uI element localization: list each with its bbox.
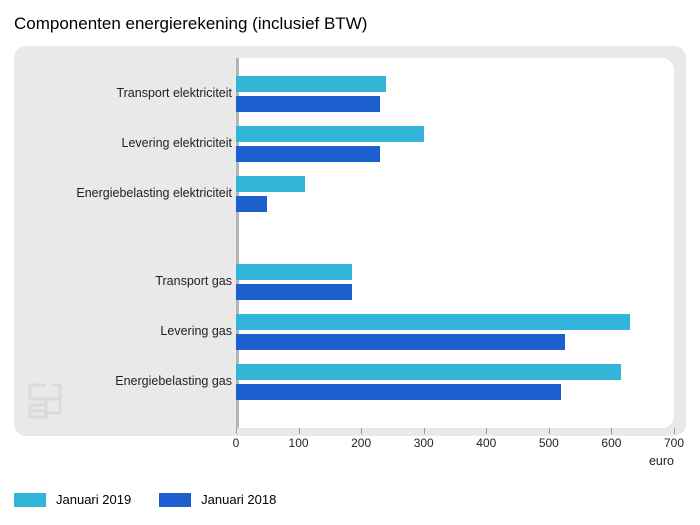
legend-swatch	[159, 493, 191, 507]
legend-item-2019: Januari 2019	[14, 492, 131, 507]
x-tick-label: 700	[654, 436, 694, 450]
bar	[236, 126, 424, 142]
category-label: Energiebelasting gas	[32, 374, 232, 388]
x-tick-mark	[236, 428, 237, 434]
legend: Januari 2019 Januari 2018	[14, 492, 276, 507]
bar	[236, 176, 305, 192]
x-tick-mark	[299, 428, 300, 434]
x-tick-mark	[611, 428, 612, 434]
bar	[236, 76, 386, 92]
category-label: Transport elektriciteit	[32, 86, 232, 100]
x-tick-mark	[361, 428, 362, 434]
legend-label: Januari 2018	[201, 492, 276, 507]
bar	[236, 364, 621, 380]
bar	[236, 96, 380, 112]
bar	[236, 284, 352, 300]
category-label: Levering gas	[32, 324, 232, 338]
chart-title: Componenten energierekening (inclusief B…	[0, 0, 700, 44]
legend-item-2018: Januari 2018	[159, 492, 276, 507]
legend-swatch	[14, 493, 46, 507]
chart-area: 0100200300400500600700 euro Transport el…	[14, 46, 686, 436]
x-tick-label: 300	[404, 436, 444, 450]
x-tick-label: 100	[279, 436, 319, 450]
bar	[236, 384, 561, 400]
bar	[236, 146, 380, 162]
x-tick-mark	[424, 428, 425, 434]
category-label: Transport gas	[32, 274, 232, 288]
x-tick-label: 600	[591, 436, 631, 450]
category-label: Energiebelasting elektriciteit	[32, 186, 232, 200]
bar	[236, 334, 565, 350]
x-tick-mark	[486, 428, 487, 434]
legend-label: Januari 2019	[56, 492, 131, 507]
category-label: Levering elektriciteit	[32, 136, 232, 150]
x-tick-mark	[674, 428, 675, 434]
x-tick-label: 400	[466, 436, 506, 450]
x-tick-label: 0	[216, 436, 256, 450]
bar	[236, 264, 352, 280]
x-tick-label: 200	[341, 436, 381, 450]
bar	[236, 314, 630, 330]
x-axis-label: euro	[649, 454, 674, 468]
plot-area: 0100200300400500600700 euro	[236, 58, 674, 428]
bar	[236, 196, 267, 212]
x-tick-label: 500	[529, 436, 569, 450]
x-tick-mark	[549, 428, 550, 434]
